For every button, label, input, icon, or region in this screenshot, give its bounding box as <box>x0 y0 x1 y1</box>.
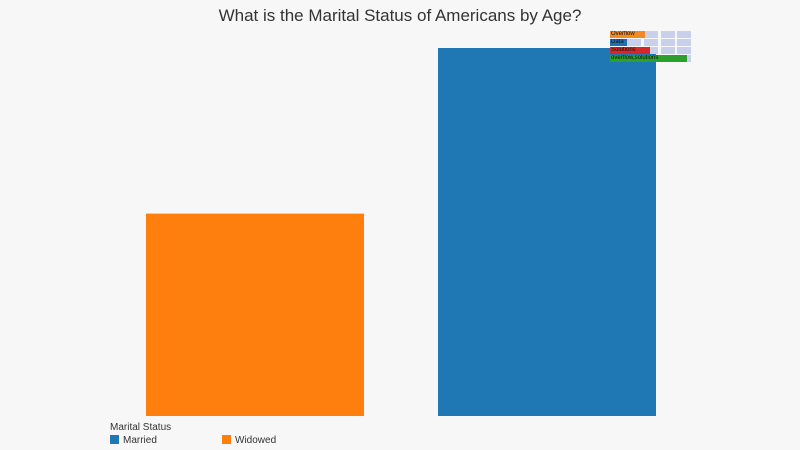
legend-label-married: Married <box>123 435 157 446</box>
legend-swatch-widowed <box>222 435 231 444</box>
overlay-cell <box>677 31 691 38</box>
legend-title: Marital Status <box>110 422 172 433</box>
bar-married[interactable] <box>438 48 656 416</box>
overlay-widget: Overflow Data Solutions overflow,solutions <box>610 31 692 63</box>
overlay-cell <box>661 39 675 46</box>
legend: Marital Status Married Widowed <box>110 422 276 446</box>
overlay-row: Data <box>610 39 692 46</box>
chart-title: What is the Marital Status of Americans … <box>218 6 582 25</box>
legend-swatch-married <box>110 435 119 444</box>
overlay-cell <box>677 47 691 54</box>
overlay-cell <box>627 39 641 46</box>
overlay-row: Overflow <box>610 31 692 38</box>
overlay-row: overflow,solutions <box>610 55 692 62</box>
overlay-cell <box>644 31 658 38</box>
bar-widowed[interactable] <box>146 213 364 416</box>
overlay-cell <box>661 31 675 38</box>
overlay-label: Overflow <box>610 31 645 38</box>
legend-label-widowed: Widowed <box>235 435 277 446</box>
legend-item-widowed[interactable]: Widowed <box>222 435 276 446</box>
overlay-cell <box>677 39 691 46</box>
overlay-row: Solutions <box>610 47 692 54</box>
overlay-label: overflow,solutions <box>610 55 687 62</box>
overlay-label: Data <box>610 39 627 46</box>
overlay-cell <box>644 39 658 46</box>
overlay-cell <box>644 47 658 54</box>
overlay-cell <box>661 47 675 54</box>
overlay-label: Solutions <box>610 47 650 54</box>
legend-item-married[interactable]: Married <box>110 435 157 446</box>
